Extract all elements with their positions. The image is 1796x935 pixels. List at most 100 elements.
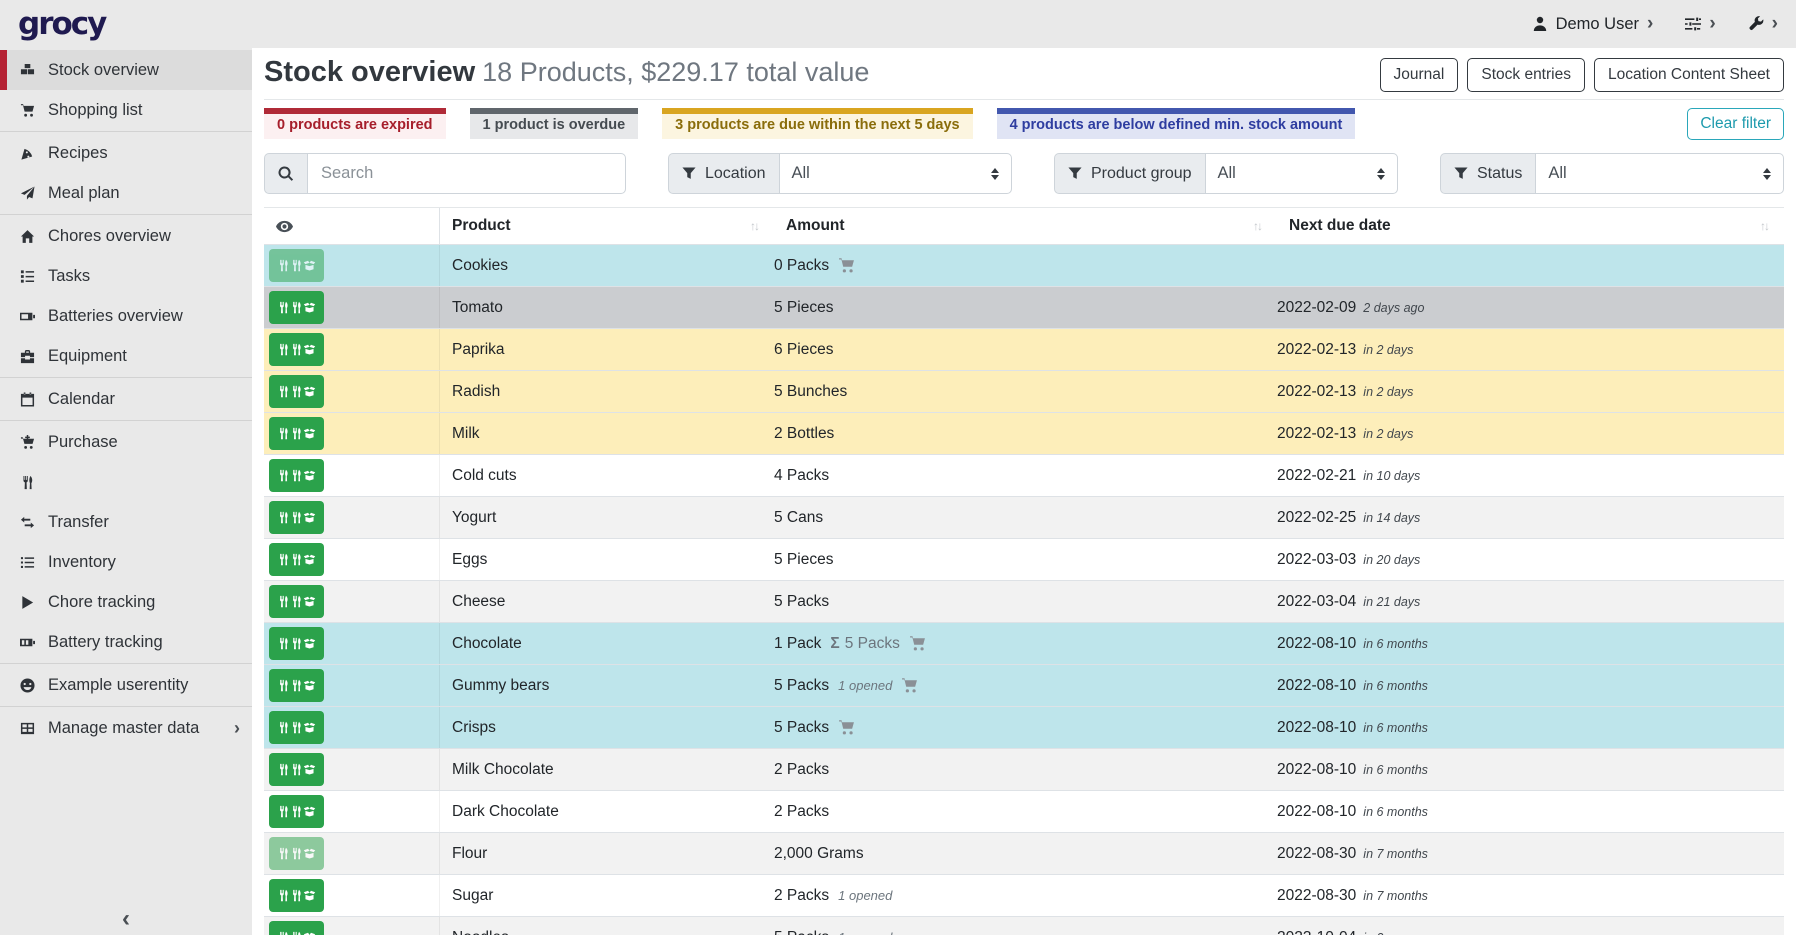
consume-all-button[interactable] <box>280 763 288 776</box>
consume-one-button[interactable]: ⋮ <box>269 753 324 786</box>
row-menu-button[interactable]: ⋮ <box>303 806 316 817</box>
status-filter-below-min[interactable]: 4 products are below defined min. stock … <box>996 108 1356 139</box>
user-menu[interactable]: Demo User › <box>1532 14 1653 34</box>
row-menu-button[interactable]: ⋮ <box>303 428 316 439</box>
consume-one-button[interactable]: ⋮ <box>269 627 324 660</box>
consume-all-button[interactable] <box>280 805 288 818</box>
open-one-button[interactable] <box>293 889 301 902</box>
open-one-button[interactable] <box>293 511 301 524</box>
sidebar-item-purchase[interactable]: Purchase <box>0 422 252 462</box>
consume-all-button[interactable] <box>280 553 288 566</box>
journal-button[interactable]: Journal <box>1379 58 1459 92</box>
consume-all-button[interactable] <box>280 301 288 314</box>
open-one-button[interactable] <box>293 763 301 776</box>
consume-all-button[interactable] <box>280 511 288 524</box>
consume-all-button[interactable] <box>280 889 288 902</box>
consume-one-button[interactable]: ⋮ <box>269 879 324 912</box>
consume-all-button[interactable] <box>280 343 288 356</box>
sidebar-item-shopping-list[interactable]: Shopping list <box>0 90 252 130</box>
product-name[interactable]: Crisps <box>452 718 496 736</box>
app-logo[interactable]: grocy <box>18 6 107 42</box>
stock-entries-button[interactable]: Stock entries <box>1467 58 1585 92</box>
consume-all-button[interactable] <box>280 469 288 482</box>
consume-all-button[interactable] <box>280 679 288 692</box>
consume-one-button[interactable]: ⋮ <box>269 501 324 534</box>
open-one-button[interactable] <box>293 931 301 935</box>
row-menu-button[interactable]: ⋮ <box>303 890 316 901</box>
consume-one-button[interactable]: ⋮ <box>269 249 324 282</box>
sidebar-item-equipment[interactable]: Equipment <box>0 336 252 376</box>
row-menu-button[interactable]: ⋮ <box>303 680 316 691</box>
column-header-amount[interactable]: Amount ↑↓ <box>786 217 1263 234</box>
open-one-button[interactable] <box>293 553 301 566</box>
search-input[interactable] <box>307 153 626 194</box>
consume-all-button[interactable] <box>280 637 288 650</box>
open-one-button[interactable] <box>293 301 301 314</box>
location-select[interactable]: All <box>778 153 1012 194</box>
admin-menu[interactable]: › <box>1748 14 1778 34</box>
sidebar-collapse-button[interactable]: ‹ <box>122 905 130 932</box>
open-one-button[interactable] <box>293 679 301 692</box>
product-group-select[interactable]: All <box>1204 153 1398 194</box>
product-name[interactable]: Tomato <box>452 298 503 316</box>
sidebar-item-tasks[interactable]: Tasks <box>0 256 252 296</box>
product-name[interactable]: Milk Chocolate <box>452 760 554 778</box>
row-menu-button[interactable]: ⋮ <box>303 302 316 313</box>
sidebar-item-chores-overview[interactable]: Chores overview <box>0 216 252 256</box>
open-one-button[interactable] <box>293 469 301 482</box>
row-menu-button[interactable]: ⋮ <box>303 638 316 649</box>
consume-all-button[interactable] <box>280 721 288 734</box>
consume-one-button[interactable]: ⋮ <box>269 417 324 450</box>
open-one-button[interactable] <box>293 595 301 608</box>
row-menu-button[interactable]: ⋮ <box>303 344 316 355</box>
settings-menu[interactable]: › <box>1685 14 1716 34</box>
consume-all-button[interactable] <box>280 931 288 935</box>
open-one-button[interactable] <box>293 847 301 860</box>
sidebar-item-chore-tracking[interactable]: Chore tracking <box>0 582 252 622</box>
row-menu-button[interactable]: ⋮ <box>303 722 316 733</box>
open-one-button[interactable] <box>293 637 301 650</box>
clear-filter-button[interactable]: Clear filter <box>1687 108 1784 140</box>
sidebar-item-consume[interactable]: Consume <box>0 462 252 502</box>
consume-one-button[interactable]: ⋮ <box>269 837 324 870</box>
sidebar-item-batteries-overview[interactable]: Batteries overview <box>0 296 252 336</box>
column-header-product[interactable]: Product ↑↓ <box>452 217 760 234</box>
product-name[interactable]: Eggs <box>452 550 488 568</box>
row-menu-button[interactable]: ⋮ <box>303 470 316 481</box>
consume-one-button[interactable]: ⋮ <box>269 333 324 366</box>
status-filter-due-soon[interactable]: 3 products are due within the next 5 day… <box>662 108 973 139</box>
open-one-button[interactable] <box>293 259 301 272</box>
row-menu-button[interactable]: ⋮ <box>303 260 316 271</box>
product-name[interactable]: Sugar <box>452 886 494 904</box>
consume-one-button[interactable]: ⋮ <box>269 669 324 702</box>
sidebar-item-calendar[interactable]: Calendar <box>0 379 252 419</box>
product-name[interactable]: Cookies <box>452 256 508 274</box>
sidebar-item-transfer[interactable]: Transfer <box>0 502 252 542</box>
status-filter-overdue[interactable]: 1 product is overdue <box>469 108 639 139</box>
product-name[interactable]: Paprika <box>452 340 505 358</box>
eye-icon[interactable] <box>276 218 293 235</box>
product-name[interactable]: Cold cuts <box>452 466 517 484</box>
consume-all-button[interactable] <box>280 259 288 272</box>
sidebar-item-stock-overview[interactable]: Stock overview <box>0 50 252 90</box>
consume-one-button[interactable]: ⋮ <box>269 375 324 408</box>
column-header-next-due-date[interactable]: Next due date ↑↓ <box>1289 217 1770 234</box>
row-menu-button[interactable]: ⋮ <box>303 932 316 935</box>
consume-one-button[interactable]: ⋮ <box>269 543 324 576</box>
product-name[interactable]: Dark Chocolate <box>452 802 559 820</box>
product-name[interactable]: Cheese <box>452 592 506 610</box>
sidebar-item-meal-plan[interactable]: Meal plan <box>0 173 252 213</box>
open-one-button[interactable] <box>293 343 301 356</box>
consume-one-button[interactable]: ⋮ <box>269 459 324 492</box>
consume-all-button[interactable] <box>280 385 288 398</box>
product-name[interactable]: Gummy bears <box>452 676 550 694</box>
row-menu-button[interactable]: ⋮ <box>303 512 316 523</box>
sidebar-item-recipes[interactable]: Recipes <box>0 133 252 173</box>
product-name[interactable]: Milk <box>452 424 480 442</box>
consume-one-button[interactable]: ⋮ <box>269 585 324 618</box>
row-menu-button[interactable]: ⋮ <box>303 596 316 607</box>
open-one-button[interactable] <box>293 721 301 734</box>
sidebar-item-manage-master-data[interactable]: Manage master data › <box>0 708 252 748</box>
consume-all-button[interactable] <box>280 595 288 608</box>
product-name[interactable]: Radish <box>452 382 501 400</box>
